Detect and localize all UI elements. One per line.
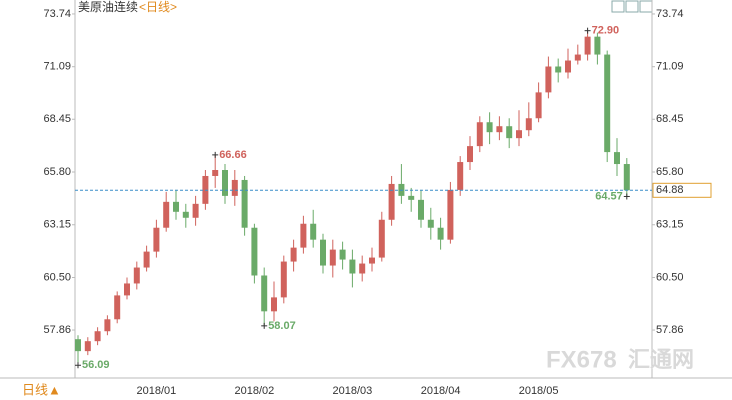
- annotation-label: 64.57: [595, 190, 623, 202]
- y-tick-label: 60.50: [656, 271, 684, 283]
- y-tick-label: 73.74: [43, 8, 71, 20]
- candle-body: [349, 259, 356, 274]
- candle-body: [124, 283, 130, 296]
- y-tick-label: 63.15: [43, 219, 71, 231]
- period-label[interactable]: <日线>: [139, 0, 177, 14]
- candle-body: [614, 152, 620, 165]
- chart-title: 美原油连续: [78, 0, 138, 14]
- candle-body: [192, 203, 199, 218]
- candle-body: [75, 339, 81, 352]
- candle-body: [133, 267, 140, 284]
- candle-body: [506, 126, 513, 139]
- candle-body: [212, 170, 219, 176]
- candle-body: [408, 195, 415, 200]
- y-tick-label: 57.86: [656, 324, 684, 336]
- candle-body: [94, 331, 101, 342]
- candle-body: [329, 249, 336, 266]
- last-price-label: 64.88: [656, 184, 684, 196]
- y-tick-label: 60.50: [43, 271, 71, 283]
- candle-body: [545, 66, 552, 93]
- watermark: 汇通网: [628, 347, 694, 372]
- candle-body: [143, 251, 150, 268]
- candle-body: [114, 295, 121, 320]
- y-tick-label: 73.74: [656, 8, 684, 20]
- x-tick-label: 2018/02: [235, 385, 275, 397]
- candle-body: [153, 227, 160, 252]
- candle-body: [173, 201, 179, 212]
- candle-body: [535, 92, 542, 119]
- candle-body: [163, 201, 170, 228]
- x-tick-label: 2018/05: [519, 385, 559, 397]
- candle-body: [584, 36, 591, 55]
- y-tick-label: 65.80: [43, 166, 71, 178]
- period-button[interactable]: 日线▲: [22, 382, 61, 397]
- toolbar-icon[interactable]: [611, 0, 625, 13]
- candle-body: [457, 162, 464, 190]
- last-price-box: [652, 182, 712, 198]
- candle-body: [496, 126, 503, 133]
- toolbar-icon[interactable]: [625, 0, 639, 13]
- candle-body: [369, 257, 375, 264]
- y-tick-label: 63.15: [656, 219, 684, 231]
- candle-body: [231, 179, 238, 196]
- candle-body: [388, 183, 395, 220]
- x-tick-label: 2018/03: [333, 385, 373, 397]
- candle-body: [574, 54, 581, 61]
- y-tick-label: 68.45: [656, 113, 684, 125]
- candle-body: [486, 122, 493, 133]
- candle-body: [241, 179, 248, 228]
- candle-body: [359, 263, 366, 274]
- candle-body: [467, 146, 473, 163]
- candle-body: [604, 54, 611, 153]
- candle-body: [565, 60, 571, 73]
- x-tick-label: 2018/01: [137, 385, 177, 397]
- candle-body: [290, 247, 297, 262]
- candle-body: [300, 223, 307, 248]
- y-tick-label: 71.09: [43, 61, 71, 73]
- candle-body: [320, 239, 326, 266]
- candle-body: [378, 219, 385, 258]
- candle-body: [271, 297, 277, 312]
- candle-body: [182, 211, 189, 218]
- y-tick-label: 65.80: [656, 166, 684, 178]
- candle-body: [427, 219, 434, 228]
- candle-body: [516, 130, 522, 139]
- candle-body: [339, 249, 346, 260]
- candle-body: [555, 66, 562, 73]
- candle-body: [222, 170, 228, 196]
- x-tick-label: 2018/04: [421, 385, 461, 397]
- candle-body: [623, 164, 630, 191]
- candle-body: [476, 122, 483, 147]
- y-tick-label: 57.86: [43, 324, 71, 336]
- candle-body: [280, 261, 287, 298]
- candle-body: [418, 199, 424, 220]
- annotation-label: 58.07: [268, 320, 296, 332]
- candle-body: [437, 227, 444, 240]
- candle-body: [251, 227, 258, 276]
- y-tick-label: 71.09: [656, 61, 684, 73]
- candle-body: [261, 275, 268, 312]
- annotation-label: 56.09: [82, 359, 110, 371]
- candle-body: [594, 36, 601, 55]
- candle-body: [104, 319, 111, 332]
- candle-body: [310, 223, 317, 240]
- candle-body: [84, 341, 91, 352]
- candle-body: [447, 189, 454, 240]
- candle-body: [525, 118, 532, 131]
- annotation-label: 66.66: [219, 149, 247, 161]
- watermark: FX678: [546, 346, 617, 373]
- y-tick-label: 68.45: [43, 113, 71, 125]
- annotation-label: 72.90: [592, 25, 620, 37]
